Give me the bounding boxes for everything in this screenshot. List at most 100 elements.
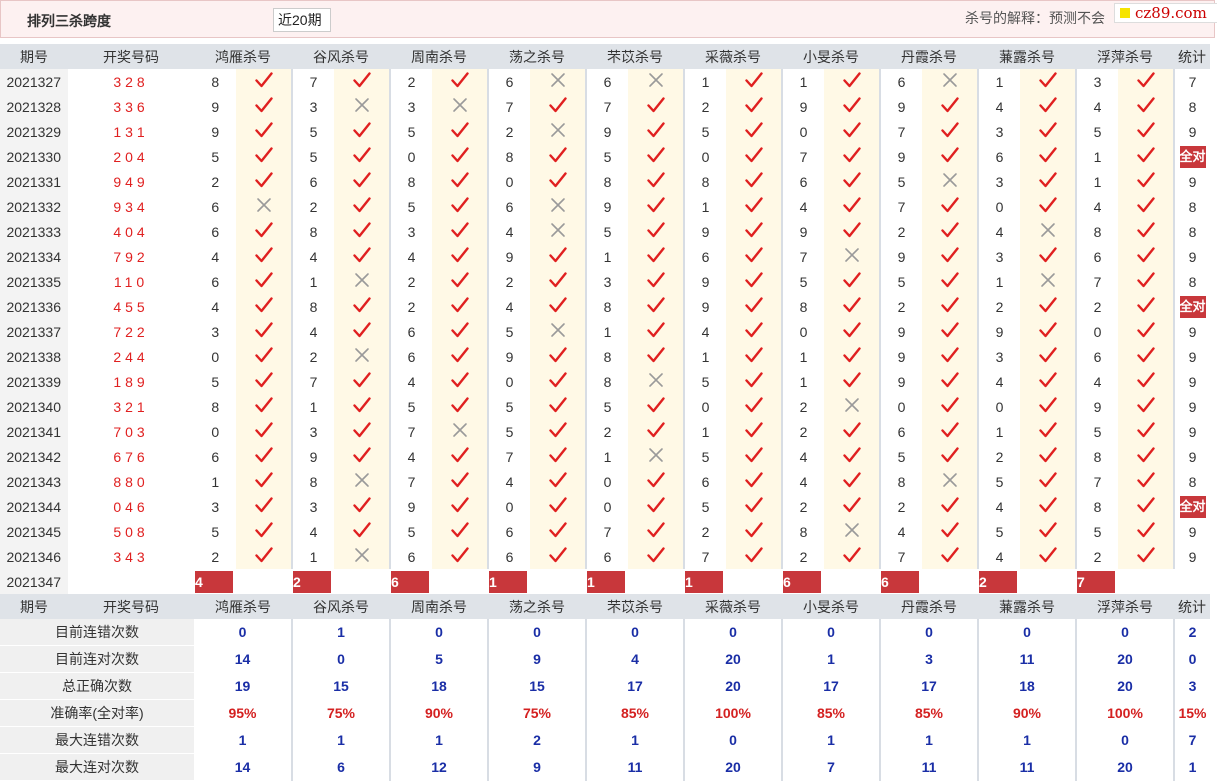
kill-number: 1 — [799, 373, 808, 390]
result-cell — [824, 69, 881, 94]
check-icon — [940, 197, 959, 213]
result-cell — [628, 269, 685, 294]
check-icon — [842, 547, 861, 563]
kill-number: 1 — [309, 548, 318, 565]
result-cell — [726, 269, 783, 294]
check-icon — [1136, 522, 1155, 538]
stat-cell: 8 — [1188, 473, 1197, 490]
check-icon — [940, 97, 959, 113]
kill-number: 4 — [505, 298, 514, 315]
check-icon — [940, 547, 959, 563]
result-cell — [1020, 194, 1077, 219]
result-cell — [530, 144, 587, 169]
cross-icon — [256, 198, 271, 212]
check-icon — [1136, 422, 1155, 438]
result-cell — [1020, 69, 1077, 94]
kill-number: 3 — [309, 423, 318, 440]
check-icon — [1038, 247, 1057, 263]
period-cell: 2021333 — [0, 219, 69, 244]
summary-value: 18 — [978, 672, 1077, 700]
check-icon — [352, 297, 371, 313]
draw-numbers: 336 — [68, 94, 195, 119]
site-brand[interactable]: cz89.com — [1114, 3, 1217, 23]
kill-number: 0 — [1093, 323, 1102, 340]
kill-number: 6 — [701, 248, 710, 265]
kill-number: 8 — [505, 148, 514, 165]
result-cell — [334, 344, 391, 369]
stat-cell: 8 — [1188, 98, 1197, 115]
result-cell — [530, 319, 587, 344]
summary-value: 0 — [880, 619, 979, 646]
check-icon — [548, 397, 567, 413]
cross-icon — [1040, 223, 1055, 237]
kill-number: 1 — [309, 398, 318, 415]
summary-label: 最大连对次数 — [0, 753, 194, 781]
check-icon — [548, 172, 567, 188]
result-cell — [726, 519, 783, 544]
result-cell — [726, 244, 783, 269]
kill-number: 0 — [505, 373, 514, 390]
current-kill-cell: 6 — [880, 569, 978, 594]
result-cell — [236, 344, 293, 369]
draw-numbers: 204 — [68, 144, 195, 169]
result-cell — [236, 144, 293, 169]
table-row: 2021345 508 5 4 5 6 7 2 8 4 5 5 9 — [0, 519, 1210, 544]
result-cell — [1118, 69, 1175, 94]
result-cell — [432, 244, 489, 269]
check-icon — [1136, 472, 1155, 488]
result-cell — [922, 544, 979, 569]
result-cell — [824, 219, 881, 244]
period-select[interactable]: 近20期 — [273, 8, 331, 32]
kill-number: 2 — [407, 73, 416, 90]
result-cell — [1020, 119, 1077, 144]
check-icon — [548, 347, 567, 363]
summary-value: 4 — [586, 645, 685, 673]
stat-cell: 全对 — [1174, 144, 1210, 169]
kill-number: 0 — [701, 398, 710, 415]
check-icon — [548, 547, 567, 563]
cross-icon — [942, 173, 957, 187]
kill-number: 2 — [211, 548, 220, 565]
result-cell — [726, 294, 783, 319]
period-cell: 2021329 — [0, 119, 69, 144]
summary-label: 准确率(全对率) — [0, 699, 194, 727]
kill-number: 8 — [603, 373, 612, 390]
summary-label: 目前连对次数 — [0, 645, 194, 673]
kill-number: 1 — [603, 323, 612, 340]
check-icon — [646, 272, 665, 288]
table-row: 2021335 110 6 1 2 2 3 9 5 5 1 7 8 — [0, 269, 1210, 294]
kill-number: 8 — [309, 298, 318, 315]
result-cell — [1118, 494, 1175, 519]
header-expert: 浮萍杀号 — [1076, 594, 1174, 619]
result-cell — [334, 69, 391, 94]
check-icon — [450, 472, 469, 488]
result-cell — [432, 219, 489, 244]
kill-number: 0 — [701, 148, 710, 165]
check-icon — [548, 422, 567, 438]
result-cell — [1118, 419, 1175, 444]
kill-number: 0 — [603, 498, 612, 515]
check-icon — [842, 372, 861, 388]
result-cell — [1020, 319, 1077, 344]
check-icon — [842, 97, 861, 113]
summary-value: 0 — [390, 619, 489, 646]
check-icon — [744, 547, 763, 563]
kill-number: 8 — [407, 173, 416, 190]
kill-number: 2 — [407, 298, 416, 315]
kill-number: 5 — [211, 373, 220, 390]
table-row: 2021340 321 8 1 5 5 5 0 2 0 0 9 9 — [0, 394, 1210, 419]
result-cell — [236, 169, 293, 194]
kill-number: 2 — [505, 273, 514, 290]
check-icon — [450, 322, 469, 338]
kill-number: 8 — [309, 473, 318, 490]
result-cell — [432, 494, 489, 519]
result-cell — [334, 269, 391, 294]
kill-number: 5 — [995, 473, 1004, 490]
kill-number: 1 — [995, 73, 1004, 90]
kill-number: 5 — [1093, 423, 1102, 440]
result-cell — [824, 369, 881, 394]
kill-number: 6 — [505, 548, 514, 565]
result-cell — [530, 69, 587, 94]
check-icon — [940, 122, 959, 138]
result-cell — [1020, 494, 1077, 519]
